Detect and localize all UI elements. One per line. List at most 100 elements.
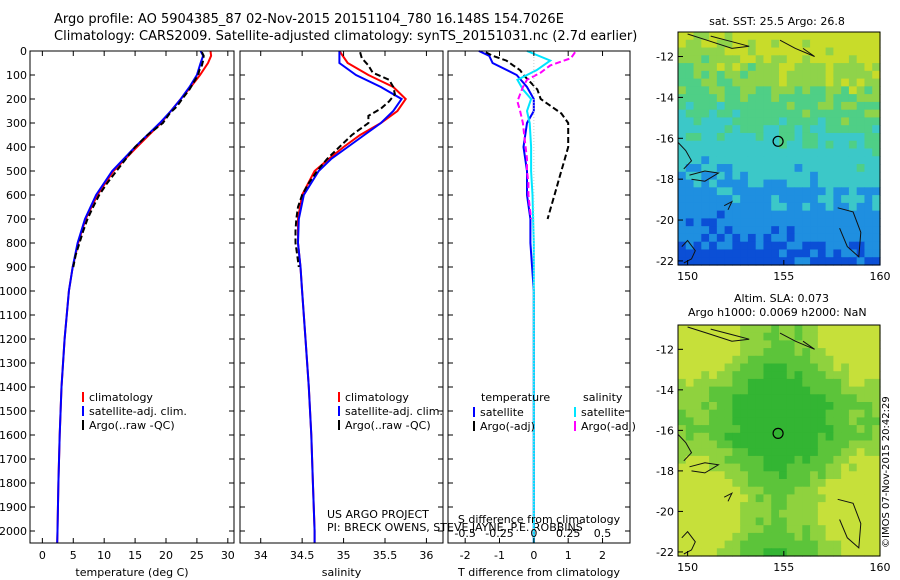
map-cell <box>678 325 687 334</box>
coastline <box>723 492 734 502</box>
map-cell <box>724 63 733 72</box>
map-cell <box>841 409 850 418</box>
map-cell <box>740 125 749 134</box>
map-cell <box>724 39 733 49</box>
map-cell <box>678 479 687 488</box>
map-cell <box>825 378 834 388</box>
map-cell <box>716 233 726 243</box>
map-cell <box>755 402 765 411</box>
map-cell <box>779 78 788 87</box>
map-cell <box>825 448 834 457</box>
map-cell <box>817 226 827 235</box>
map-cell <box>794 463 803 472</box>
map-cell <box>794 525 803 534</box>
map-cell <box>802 355 811 365</box>
map-cell <box>786 363 796 372</box>
map-cell <box>848 86 858 95</box>
map-cell <box>825 509 834 519</box>
map-x-tick-label: 160 <box>870 561 891 574</box>
map-cell <box>872 117 881 126</box>
map-cell <box>810 148 819 157</box>
map-cell <box>771 109 780 119</box>
map-cell <box>771 117 780 126</box>
map-cell <box>747 502 757 511</box>
map-cell <box>794 440 803 449</box>
map-cell <box>685 101 695 111</box>
map-cell <box>709 409 718 418</box>
map-cell <box>864 187 873 196</box>
map-cell <box>786 386 796 395</box>
map-cell <box>848 226 858 235</box>
map-cell <box>864 218 873 227</box>
map-cell <box>833 394 842 403</box>
map-cell <box>810 386 819 395</box>
map-cell <box>841 164 850 173</box>
map-cell <box>872 140 881 150</box>
map-cell <box>825 109 834 119</box>
map-cell <box>779 509 788 519</box>
map-cell <box>716 471 726 480</box>
map-cell <box>755 117 765 126</box>
map-cell <box>716 440 726 449</box>
map-cell <box>709 363 718 372</box>
map-cell <box>740 39 749 49</box>
map-cell <box>716 164 726 173</box>
map-cell <box>786 179 796 188</box>
map-cell <box>709 86 718 95</box>
map-cell <box>685 486 695 495</box>
map-cell <box>825 417 834 426</box>
series-temperature-argo-raw-qc- <box>72 51 205 268</box>
map-cell <box>864 140 873 150</box>
map-cell <box>693 355 702 365</box>
map-cell <box>864 32 873 41</box>
map-cell <box>864 249 873 258</box>
map-cell <box>740 455 749 465</box>
y-tick-label: 1600 <box>0 429 27 442</box>
map-cell <box>817 195 827 204</box>
map-cell <box>872 94 881 103</box>
map-cell <box>864 402 873 411</box>
map-cell <box>732 348 741 357</box>
map-cell <box>872 402 881 411</box>
map-cell <box>794 55 803 64</box>
map-cell <box>678 148 687 157</box>
map-cell <box>825 540 834 549</box>
series-difference-temperature-satellite <box>478 50 535 543</box>
map-cell <box>856 55 866 64</box>
map-cell <box>810 86 819 95</box>
x-tick-label-difference: 2 <box>599 549 606 562</box>
map-cell <box>763 171 772 181</box>
map-cell <box>856 32 866 41</box>
map-cell <box>716 257 726 266</box>
map-cell <box>786 355 796 365</box>
map-cell <box>841 486 850 495</box>
map-cell <box>732 409 741 418</box>
map-cell <box>779 202 788 212</box>
map-cell <box>716 363 726 372</box>
map-cell <box>802 257 811 266</box>
map-cell <box>794 479 803 488</box>
map-cell <box>701 363 710 372</box>
map-cell <box>724 448 733 457</box>
map-cell <box>678 409 687 418</box>
coastline <box>689 170 720 182</box>
map-cell <box>864 171 873 181</box>
map-x-tick-label: 160 <box>870 270 891 283</box>
map-cell <box>724 241 733 251</box>
map-cell <box>685 463 695 472</box>
map-cell <box>856 156 866 165</box>
map-cell <box>732 394 741 403</box>
map-cell <box>724 156 733 165</box>
map-cell <box>685 218 695 227</box>
map-cell <box>716 332 726 341</box>
map-cell <box>755 425 765 434</box>
map-cell <box>833 156 842 165</box>
map-cell <box>701 109 710 119</box>
map-cell <box>810 70 819 80</box>
map-cell <box>848 348 858 357</box>
map-cell <box>747 448 757 457</box>
map-cell <box>864 548 873 557</box>
map-x-tick-label: 150 <box>677 270 698 283</box>
map-cell <box>802 448 811 457</box>
